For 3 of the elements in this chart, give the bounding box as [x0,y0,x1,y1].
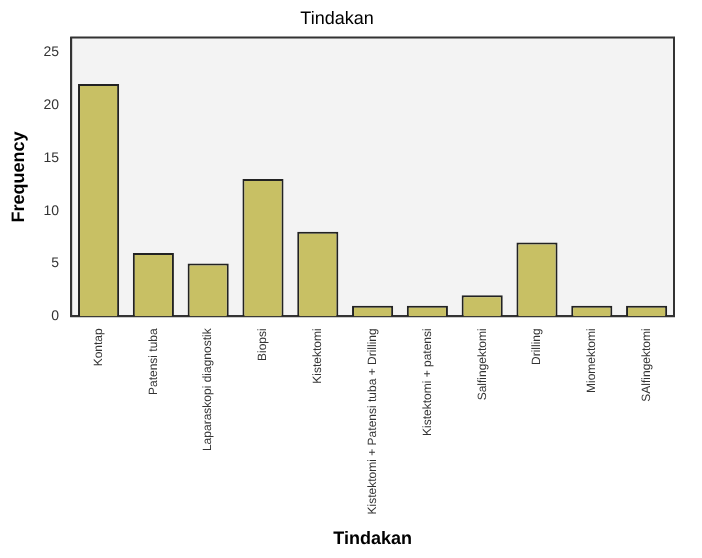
y-axis-title: Frequency [7,131,28,223]
chart-title: Tindakan [300,7,374,28]
x-axis-title: Tindakan [333,528,412,549]
